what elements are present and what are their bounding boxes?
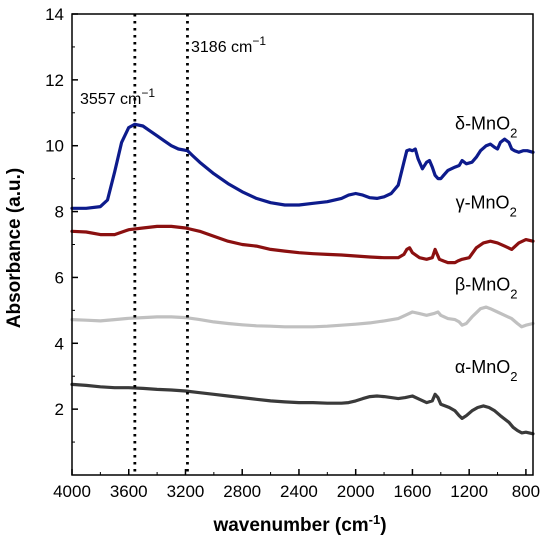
series-label: γ-MnO2 <box>456 192 517 219</box>
annotation-label: 3557 cm−1 <box>80 86 155 108</box>
y-tick-label: 10 <box>45 137 64 156</box>
annotation-label-sup: −1 <box>141 86 155 100</box>
series-line <box>70 122 535 210</box>
series-label-main: δ-MnO <box>455 113 510 133</box>
x-axis-title-end: ) <box>380 515 386 536</box>
x-axis-title-main: wavenumber (cm <box>212 515 368 536</box>
y-tick-label: 14 <box>45 5 64 24</box>
y-tick-label: 4 <box>55 334 64 353</box>
x-tick-label: 2000 <box>337 482 375 501</box>
axes: 4000 3600 3200 2800 2400 2000 1600 1200 800 2 4 6 8 1… <box>45 5 540 501</box>
series-label: β-MnO2 <box>455 275 518 302</box>
series-label: α-MnO2 <box>455 357 518 384</box>
series-label-sub: 2 <box>510 286 517 301</box>
series-label-sub: 2 <box>510 125 517 140</box>
y-tick-label: 6 <box>55 268 64 287</box>
x-tick-label: 1600 <box>394 482 432 501</box>
annotation-label: 3186 cm−1 <box>191 34 266 56</box>
series-label-sub: 2 <box>510 204 517 219</box>
x-tick-label: 4000 <box>53 482 91 501</box>
x-tick-label: 800 <box>512 482 540 501</box>
series-line <box>70 382 535 436</box>
series-line <box>70 305 535 329</box>
y-tick-label: 8 <box>55 203 64 222</box>
x-tick-label: 1200 <box>450 482 488 501</box>
x-tick-label: 3600 <box>110 482 148 501</box>
x-tick-label: 2800 <box>223 482 261 501</box>
annotation-label-main: 3557 cm <box>80 91 141 108</box>
y-tick-label: 2 <box>55 400 64 419</box>
annotation-label-main: 3186 cm <box>191 39 252 56</box>
y-tick-label: 12 <box>45 71 64 90</box>
series-label: δ-MnO2 <box>455 113 517 140</box>
x-axis-title: wavenumber (cm-1) <box>212 512 386 537</box>
series-label-sub: 2 <box>510 368 517 383</box>
series-line <box>70 224 535 265</box>
x-tick-label: 2400 <box>280 482 318 501</box>
series-label-main: α-MnO <box>455 357 510 377</box>
series-label-main: β-MnO <box>455 275 510 295</box>
y-axis-title: Absorbance (a.u.) <box>4 168 25 328</box>
series-label-main: γ-MnO <box>456 192 510 212</box>
x-axis-title-sup: -1 <box>369 512 381 527</box>
annotation-label-sup: −1 <box>252 34 266 48</box>
x-tick-label: 3200 <box>167 482 205 501</box>
plot-frame <box>71 13 534 476</box>
